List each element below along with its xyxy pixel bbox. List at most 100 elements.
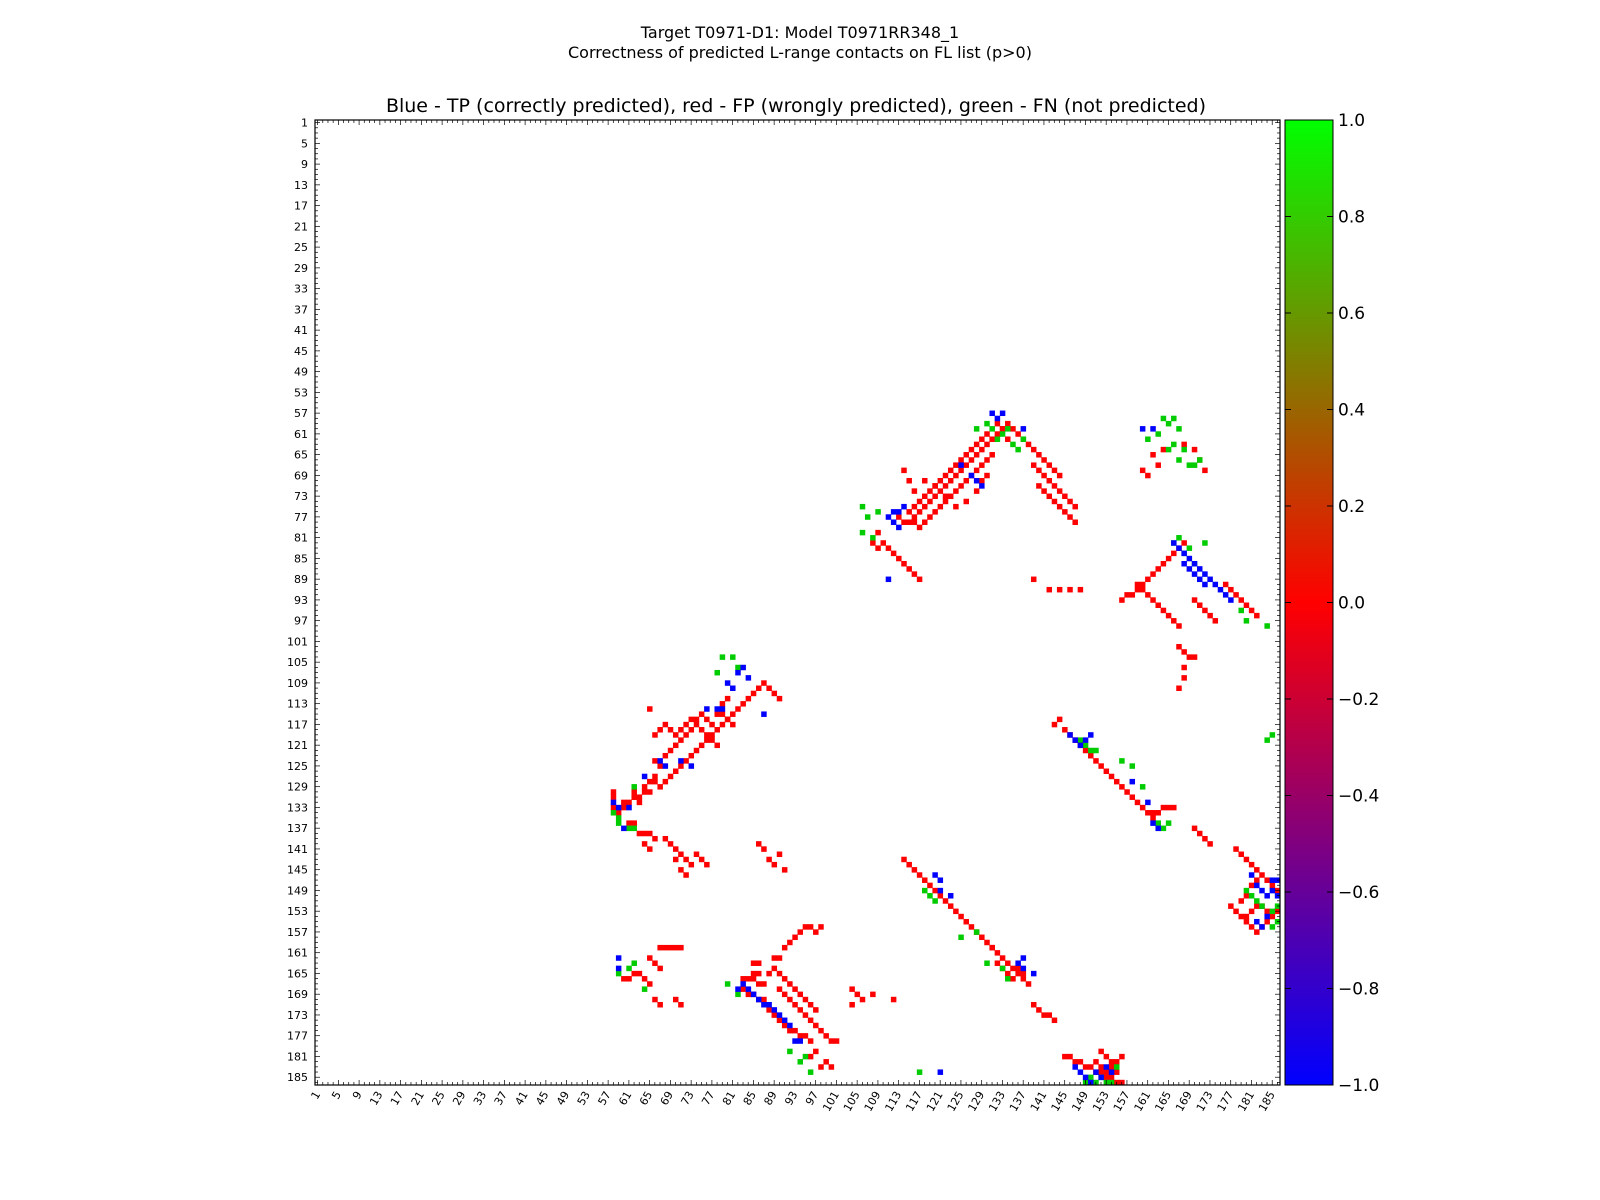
contact-cell-fp (979, 477, 985, 484)
contact-cell-fp (989, 452, 995, 458)
contact-cell-fp (652, 773, 658, 780)
y-tick-label: 109 (287, 677, 308, 690)
contact-cell-fp (1139, 586, 1146, 593)
contact-cell-fp (896, 514, 902, 520)
contact-cell-tp (1176, 545, 1182, 551)
contact-cell-fp (963, 452, 970, 458)
contact-cell-fp (994, 960, 1001, 966)
contact-cell-fp (1051, 1017, 1058, 1024)
plot-frame (314, 119, 1281, 1086)
contact-cell-fn (1248, 893, 1255, 899)
contact-cell-tp (973, 477, 980, 484)
y-tick-label: 101 (287, 635, 308, 648)
contact-cell-fp (672, 768, 679, 775)
contact-cell-fp (750, 960, 757, 966)
contact-cell-tp (626, 804, 632, 811)
contact-cell-tp (641, 773, 648, 780)
contact-cell-fp (937, 893, 944, 899)
contact-cell-fp (984, 939, 990, 946)
contact-cell-fp (776, 986, 783, 992)
contact-cell-fp (1113, 1069, 1120, 1075)
contact-cell-fn (1077, 737, 1084, 743)
contact-cell-tp (1269, 887, 1276, 894)
contact-cell-fp (885, 545, 892, 551)
y-tick-label: 89 (294, 573, 308, 586)
contact-cell-fp (698, 727, 705, 733)
contact-cell-fp (724, 695, 731, 702)
contact-cell-fp (1041, 457, 1047, 463)
x-tick-label: 85 (741, 1089, 759, 1108)
contact-cell-fp (761, 846, 767, 852)
y-tick-label: 21 (294, 220, 308, 233)
y-tick-label: 157 (287, 926, 308, 939)
contact-cell-fp (755, 981, 762, 987)
contact-cell-fp (1139, 581, 1146, 588)
contact-cell-fp (1165, 612, 1172, 619)
colorbar: 1.0 0.8 0.6 0.4 0.2 0.0 −0.2 −0.4 −0.6 −0.8 −1.0 (1284, 111, 1379, 1096)
contact-cell-fp (1160, 804, 1167, 811)
contact-cell-fp (1005, 420, 1011, 427)
contact-cell-fp (641, 976, 648, 982)
contact-cell-fp (657, 784, 663, 790)
contact-cell-fp (771, 955, 778, 961)
contact-cell-fp (704, 716, 710, 723)
contact-cell-fp (999, 955, 1006, 961)
contact-cell-fp (1134, 581, 1141, 588)
contact-cell-fp (781, 976, 788, 982)
contact-cell-tp (968, 472, 975, 479)
contact-cell-fp (1181, 441, 1187, 448)
contact-cell-fp (947, 477, 954, 484)
contact-cell-fp (797, 1007, 803, 1013)
contact-cell-fn (615, 815, 622, 821)
contact-cell-fp (1233, 592, 1239, 598)
contact-cell-fn (631, 784, 637, 790)
contact-cell-fp (1030, 462, 1037, 468)
contact-cell-fp (922, 519, 928, 525)
y-tick-label: 65 (294, 449, 308, 462)
contact-cell-fp (1222, 581, 1229, 588)
colorbar-tick-label: 1.0 (1338, 111, 1365, 131)
contact-cell-tp (1020, 965, 1027, 972)
contact-cell-tp (1077, 742, 1084, 749)
colorbar-tick-label: 0.4 (1338, 401, 1365, 421)
contact-cell-fp (678, 867, 684, 873)
contact-cell-fp (761, 981, 767, 987)
contact-cell-fp (781, 867, 788, 873)
contact-cell-fp (662, 778, 669, 785)
contact-cell-fp (802, 1012, 809, 1018)
contact-cell-fp (932, 483, 938, 489)
contact-cell-fp (901, 560, 907, 567)
plot-title: Blue - TP (correctly predicted), red - F… (386, 95, 1206, 117)
contact-cell-fp (641, 841, 648, 847)
contact-cell-fp (1238, 851, 1244, 858)
contact-cell-tp (999, 410, 1006, 417)
contact-cell-fn (1264, 623, 1270, 629)
contact-cell-fp (652, 778, 658, 785)
contact-cell-fp (1056, 472, 1063, 479)
contact-cell-fp (1248, 861, 1255, 868)
contact-cell-fn (735, 991, 741, 998)
contact-cell-fp (636, 830, 643, 837)
contact-cell-fp (647, 830, 653, 837)
contact-cell-fp (1196, 830, 1203, 837)
contact-cell-fp (792, 1027, 798, 1034)
contact-cell-tp (1269, 877, 1276, 883)
contact-cell-fp (1113, 1059, 1120, 1065)
contact-cell-fp (880, 540, 886, 546)
contact-cell-tp (1228, 597, 1234, 603)
x-tick-label: 73 (678, 1089, 696, 1108)
contact-cell-fn (797, 1059, 803, 1065)
contact-cell-tp (1030, 970, 1037, 977)
contact-cell-fp (963, 498, 970, 505)
contact-cell-tp (745, 986, 752, 992)
contact-cell-fp (994, 420, 1001, 427)
contact-cell-fp (1191, 825, 1198, 832)
x-tick-label: 77 (699, 1089, 717, 1108)
contact-cell-fp (979, 446, 985, 453)
colorbar-tick-label: 0.0 (1338, 594, 1365, 614)
contact-cell-fp (652, 960, 658, 966)
contact-cell-tp (1254, 882, 1260, 889)
contact-cell-fp (1062, 493, 1068, 500)
contact-cell-fp (1046, 477, 1053, 484)
contact-cell-tp (1145, 799, 1151, 806)
